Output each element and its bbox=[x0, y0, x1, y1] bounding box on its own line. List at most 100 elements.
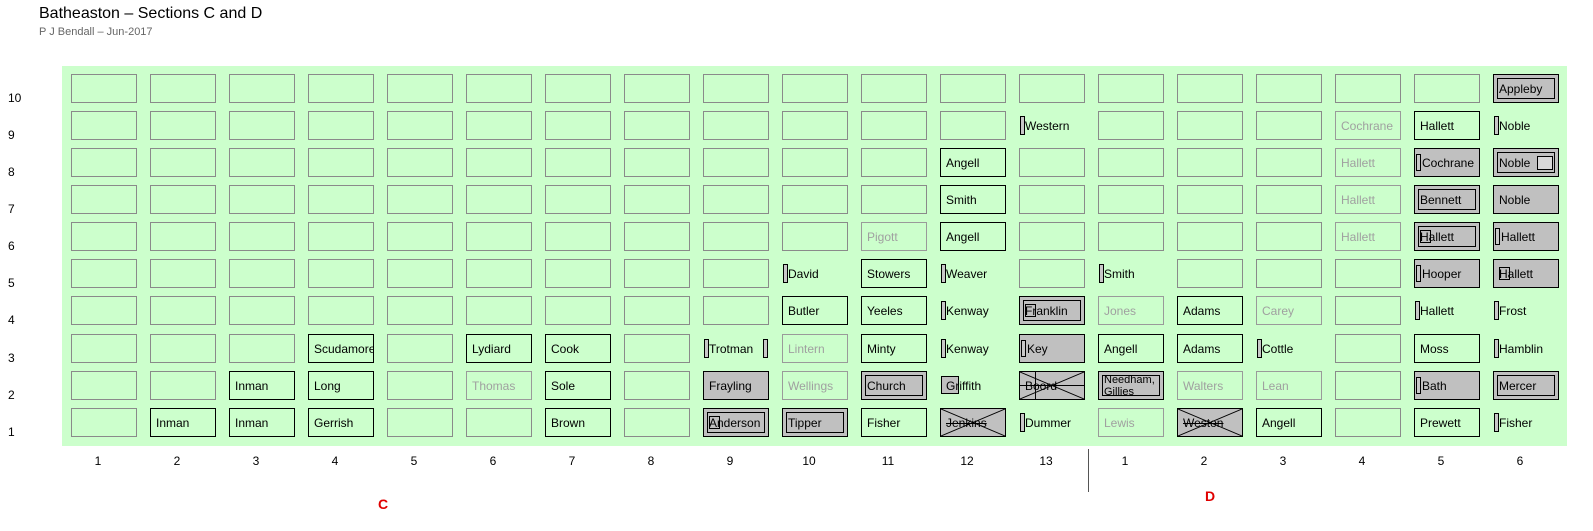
star-lines bbox=[1020, 372, 1084, 399]
burial-plot[interactable]: Weaver bbox=[940, 259, 1006, 288]
plot-name: Carey bbox=[1262, 303, 1295, 318]
plot-name: Boord bbox=[1025, 378, 1058, 393]
burial-plot[interactable]: Boord bbox=[1019, 371, 1085, 400]
plot-name: Butler bbox=[788, 303, 820, 318]
empty-plot bbox=[1098, 111, 1164, 140]
burial-plot[interactable]: Pigott bbox=[861, 222, 927, 251]
empty-plot bbox=[71, 185, 137, 214]
burial-plot[interactable]: Appleby bbox=[1493, 74, 1559, 103]
burial-plot[interactable]: Butler bbox=[782, 296, 848, 325]
burial-plot[interactable]: Kenway bbox=[940, 296, 1006, 325]
burial-plot[interactable]: Hallett bbox=[1414, 111, 1480, 140]
burial-plot[interactable]: Hallett bbox=[1414, 296, 1480, 325]
burial-plot[interactable]: David bbox=[782, 259, 848, 288]
empty-plot bbox=[1019, 222, 1085, 251]
burial-plot[interactable]: Hallett bbox=[1414, 222, 1480, 251]
burial-plot[interactable]: Sole bbox=[545, 371, 611, 400]
empty-plot bbox=[308, 222, 374, 251]
burial-plot[interactable]: Hallett bbox=[1335, 148, 1401, 177]
empty-plot bbox=[703, 148, 769, 177]
burial-plot[interactable]: Noble bbox=[1493, 111, 1559, 140]
plot-name: Appleby bbox=[1499, 81, 1543, 96]
burial-plot[interactable]: Weston bbox=[1177, 408, 1243, 437]
burial-plot[interactable]: Moss bbox=[1414, 334, 1480, 363]
burial-plot[interactable]: Lean bbox=[1256, 371, 1322, 400]
plot-name: Yeeles bbox=[867, 303, 903, 318]
burial-plot[interactable]: Mercer bbox=[1493, 371, 1559, 400]
burial-plot[interactable]: Yeeles bbox=[861, 296, 927, 325]
burial-plot[interactable]: Jenkins bbox=[940, 408, 1006, 437]
burial-plot[interactable]: Church bbox=[861, 371, 927, 400]
burial-plot[interactable]: Noble bbox=[1493, 185, 1559, 214]
burial-plot[interactable]: Brown bbox=[545, 408, 611, 437]
burial-plot[interactable]: Wellings bbox=[782, 371, 848, 400]
burial-plot[interactable]: Western bbox=[1019, 111, 1085, 140]
burial-plot[interactable]: Angell bbox=[1098, 334, 1164, 363]
burial-plot[interactable]: Stowers bbox=[861, 259, 927, 288]
burial-plot[interactable]: Angell bbox=[940, 222, 1006, 251]
burial-plot[interactable]: Gerrish bbox=[308, 408, 374, 437]
burial-plot[interactable]: Inman bbox=[229, 371, 295, 400]
burial-plot[interactable]: Scudamore bbox=[308, 334, 374, 363]
burial-plot[interactable]: Frost bbox=[1493, 296, 1559, 325]
burial-plot[interactable]: Griffith bbox=[940, 371, 1006, 400]
burial-plot[interactable]: Key bbox=[1019, 334, 1085, 363]
empty-plot bbox=[703, 259, 769, 288]
empty-plot bbox=[229, 111, 295, 140]
burial-plot[interactable]: Smith bbox=[940, 185, 1006, 214]
burial-plot[interactable]: Hooper bbox=[1414, 259, 1480, 288]
burial-plot[interactable]: Bennett bbox=[1414, 185, 1480, 214]
burial-plot[interactable]: Tipper bbox=[782, 408, 848, 437]
burial-plot[interactable]: Adams bbox=[1177, 334, 1243, 363]
burial-plot[interactable]: Hallett bbox=[1335, 222, 1401, 251]
burial-plot[interactable]: Smith bbox=[1098, 259, 1164, 288]
burial-plot[interactable]: Franklin bbox=[1019, 296, 1085, 325]
burial-plot[interactable]: Minty bbox=[861, 334, 927, 363]
row-label: 3 bbox=[8, 351, 15, 365]
burial-plot[interactable]: Lintern bbox=[782, 334, 848, 363]
burial-plot[interactable]: Lewis bbox=[1098, 408, 1164, 437]
burial-plot[interactable]: Dummer bbox=[1019, 408, 1085, 437]
burial-plot[interactable]: Lydiard bbox=[466, 334, 532, 363]
burial-plot[interactable]: Fisher bbox=[861, 408, 927, 437]
burial-plot[interactable]: Inman bbox=[150, 408, 216, 437]
plot-name: Cottle bbox=[1262, 341, 1294, 356]
empty-plot bbox=[71, 148, 137, 177]
empty-plot bbox=[1098, 148, 1164, 177]
empty-plot bbox=[150, 111, 216, 140]
burial-plot[interactable]: Needham, Gillies bbox=[1098, 371, 1164, 400]
burial-plot[interactable]: Hallett bbox=[1493, 259, 1559, 288]
row-label: 8 bbox=[8, 165, 15, 179]
plot-name: Cook bbox=[551, 341, 580, 356]
burial-plot[interactable]: Hallett bbox=[1493, 222, 1559, 251]
burial-plot[interactable]: Hamblin bbox=[1493, 334, 1559, 363]
empty-plot bbox=[782, 74, 848, 103]
burial-plot[interactable]: Trotman bbox=[703, 334, 769, 363]
headstone-marker bbox=[783, 264, 788, 283]
burial-plot[interactable]: Noble bbox=[1493, 148, 1559, 177]
plot-name: Fisher bbox=[867, 415, 901, 430]
burial-plot[interactable]: Prewett bbox=[1414, 408, 1480, 437]
burial-plot[interactable]: Carey bbox=[1256, 296, 1322, 325]
burial-plot[interactable]: Inman bbox=[229, 408, 295, 437]
burial-plot[interactable]: Adams bbox=[1177, 296, 1243, 325]
burial-plot[interactable]: Angell bbox=[940, 148, 1006, 177]
burial-plot[interactable]: Cochrane bbox=[1414, 148, 1480, 177]
empty-plot bbox=[1335, 296, 1401, 325]
burial-plot[interactable]: Jones bbox=[1098, 296, 1164, 325]
burial-plot[interactable]: Kenway bbox=[940, 334, 1006, 363]
burial-plot[interactable]: Hallett bbox=[1335, 185, 1401, 214]
burial-plot[interactable]: Cottle bbox=[1256, 334, 1322, 363]
burial-plot[interactable]: Anderson bbox=[703, 408, 769, 437]
burial-plot[interactable]: Frayling bbox=[703, 371, 769, 400]
burial-plot[interactable]: Walters bbox=[1177, 371, 1243, 400]
empty-plot bbox=[387, 296, 453, 325]
burial-plot[interactable]: Thomas bbox=[466, 371, 532, 400]
burial-plot[interactable]: Long bbox=[308, 371, 374, 400]
burial-plot[interactable]: Fisher bbox=[1493, 408, 1559, 437]
empty-plot bbox=[150, 334, 216, 363]
burial-plot[interactable]: Angell bbox=[1256, 408, 1322, 437]
burial-plot[interactable]: Bath bbox=[1414, 371, 1480, 400]
burial-plot[interactable]: Cook bbox=[545, 334, 611, 363]
burial-plot[interactable]: Cochrane bbox=[1335, 111, 1401, 140]
